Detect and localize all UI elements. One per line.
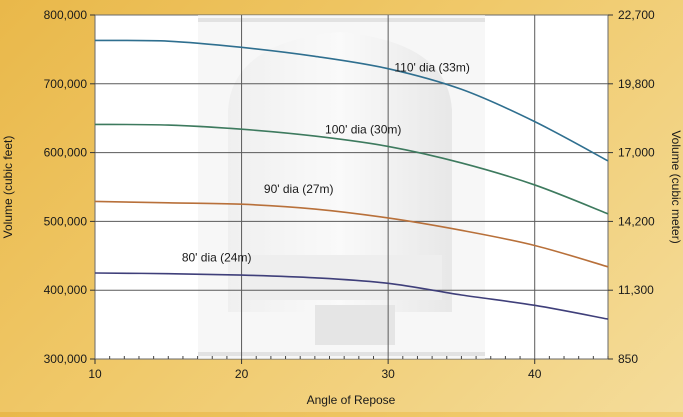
series-line [94, 39, 609, 162]
y-tick-label: 500,000 [44, 214, 88, 228]
y-tick-label: 700,000 [44, 77, 88, 91]
x-tick-label: 20 [235, 367, 249, 381]
series-line [94, 123, 609, 215]
annotations: 110' dia (33m) 100' dia (30m) 90' dia (27m… [182, 60, 470, 264]
y2-tick-label: 11,300 [618, 283, 654, 297]
y2-tick-label: 14,200 [618, 214, 655, 228]
series-line [94, 272, 609, 320]
series-label: 80' dia (24m) [182, 250, 252, 264]
axes: 300,000 850 400,000 11,300 500,000 14,200 600,… [44, 8, 655, 381]
series-label: 110' dia (33m) [394, 60, 469, 74]
y-tick-label: 400,000 [44, 283, 88, 297]
x-tick-label: 30 [381, 367, 395, 381]
y-axis-title: Volume (cubic feet) [1, 136, 15, 239]
y-tick-label: 300,000 [44, 352, 88, 366]
series-label: 100' dia (30m) [325, 122, 401, 136]
x-axis-title: Angle of Repose [307, 393, 396, 407]
x-tick-label: 40 [528, 367, 542, 381]
y2-tick-label: 17,000 [618, 146, 655, 160]
y2-tick-label: 19,800 [618, 77, 655, 91]
y2-tick-label: 22,700 [618, 8, 655, 22]
grid [95, 15, 608, 359]
dome-building-image [198, 15, 485, 359]
y-tick-label: 600,000 [44, 146, 88, 160]
series-lines [94, 39, 609, 320]
series-line [94, 200, 609, 268]
y2-tick-label: 850 [618, 352, 638, 366]
y2-axis-title: Volume (cubic meter) [669, 130, 683, 243]
y-tick-label: 800,000 [44, 8, 88, 22]
series-label: 90' dia (27m) [264, 182, 334, 196]
x-tick-label: 10 [88, 367, 102, 381]
